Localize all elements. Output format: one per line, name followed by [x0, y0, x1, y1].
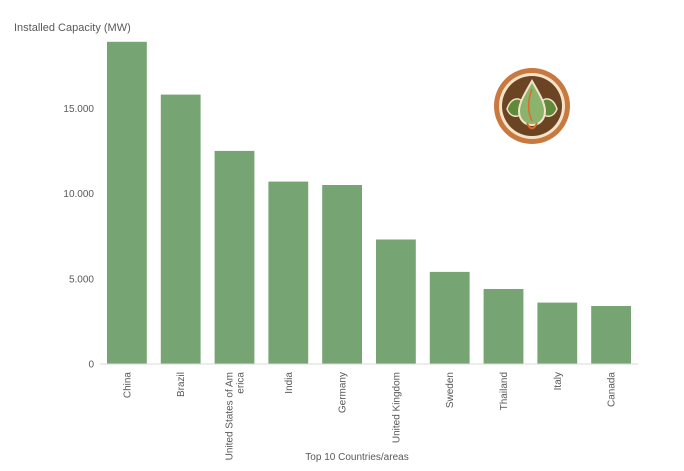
bar-united-kingdom — [376, 239, 416, 364]
x-tick-label: Brazil — [176, 372, 187, 397]
leaf-drop-icon — [494, 68, 570, 144]
x-tick-label: Canada — [607, 372, 618, 407]
x-tick-label: India — [284, 372, 295, 394]
y-tick-label: 15.000 — [63, 104, 94, 115]
x-category-labels: China Brazil United States of America India… — [122, 372, 617, 461]
bar-united-states-of-am-erica — [214, 150, 255, 364]
y-tick-label: 5.000 — [69, 274, 94, 285]
bar-india — [268, 181, 309, 364]
x-tick-label: Thailand — [499, 372, 510, 410]
x-axis-title: Top 10 Countries/areas — [305, 452, 409, 463]
x-tick-label: Germany — [338, 372, 349, 413]
bar-china — [107, 41, 147, 365]
bar-brazil — [160, 94, 201, 364]
bar-canada — [591, 306, 631, 364]
bar-germany — [322, 185, 362, 364]
y-tick-label: 0 — [88, 360, 94, 371]
x-tick-label: China — [122, 372, 133, 399]
bar-italy — [537, 302, 578, 364]
x-tick-label: Italy — [553, 372, 564, 390]
bar-thailand — [483, 289, 524, 364]
y-axis-title: Installed Capacity (MW) — [14, 22, 131, 34]
y-tick-label: 10.000 — [63, 189, 94, 200]
x-tick-label: United States of America — [225, 372, 247, 461]
x-tick-label: United Kingdom — [391, 372, 402, 443]
x-tick-label: Sweden — [445, 372, 456, 408]
y-ticks-group: 0 5.000 10.000 15.000 — [63, 104, 94, 371]
bars-group — [107, 41, 631, 365]
bar-sweden — [429, 271, 470, 364]
